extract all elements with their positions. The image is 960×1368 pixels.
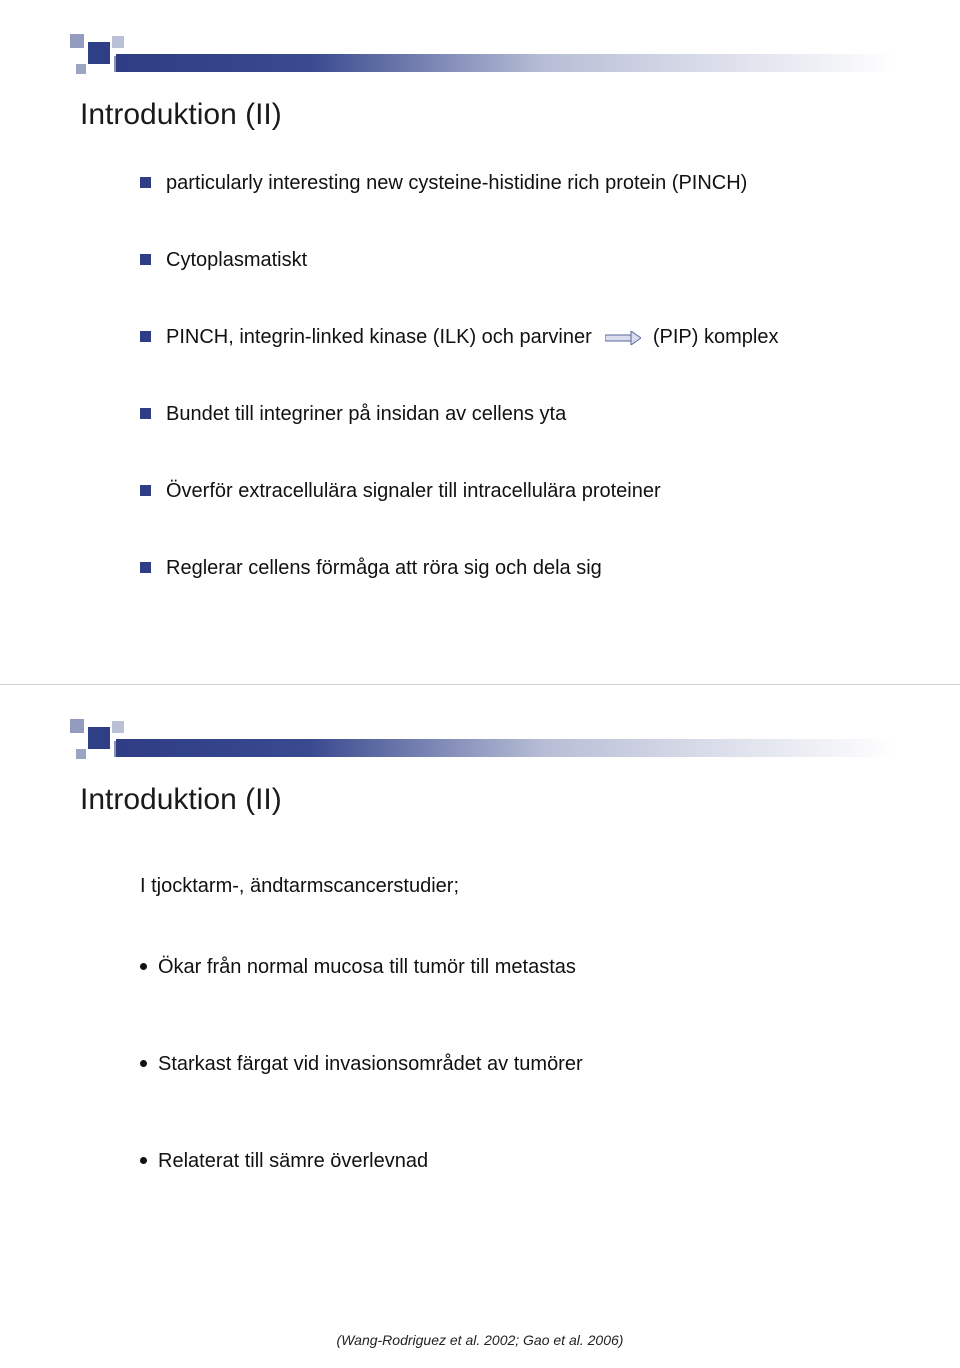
list-item: Cytoplasmatiskt (140, 247, 880, 274)
square-bullet-icon (140, 562, 151, 573)
bullet-text: Reglerar cellens förmåga att röra sig oc… (166, 557, 602, 579)
square-bullet-icon (140, 485, 151, 496)
list-item: Relaterat till sämre överlevnad (140, 1148, 880, 1175)
bullet-list: I tjocktarm-, ändtarmscancerstudier; Öka… (140, 875, 880, 1225)
header-bar (116, 739, 896, 757)
bullet-text: Överför extracellulära signaler till int… (166, 480, 661, 502)
list-item: Ökar från normal mucosa till tumör till … (140, 954, 880, 981)
bullet-text: Starkast färgat vid invasionsområdet av … (158, 1053, 583, 1075)
slide-title: Introduktion (II) (80, 783, 282, 817)
list-item: Bundet till integriner på insidan av cel… (140, 401, 880, 428)
list-item: PINCH, integrin-linked kinase (ILK) och … (140, 324, 880, 351)
list-item: Överför extracellulära signaler till int… (140, 478, 880, 505)
bullet-text: particularly interesting new cysteine-hi… (166, 172, 747, 194)
slide-2: Introduktion (II) I tjocktarm-, ändtarms… (0, 685, 960, 1368)
square-bullet-icon (140, 254, 151, 265)
bullet-text-pre: PINCH, integrin-linked kinase (ILK) och … (166, 326, 592, 348)
square-bullet-icon (140, 177, 151, 188)
bullet-text-post: (PIP) komplex (653, 326, 779, 348)
slide-title: Introduktion (II) (80, 98, 282, 132)
slide-1: Introduktion (II) particularly interesti… (0, 0, 960, 684)
page: Introduktion (II) particularly interesti… (0, 0, 960, 1368)
bullet-text: Relaterat till sämre överlevnad (158, 1150, 428, 1172)
bullet-text: Ökar från normal mucosa till tumör till … (158, 956, 576, 978)
citation-text: (Wang-Rodriguez et al. 2002; Gao et al. … (0, 1332, 960, 1348)
list-item: Starkast färgat vid invasionsområdet av … (140, 1051, 880, 1078)
bullet-list: particularly interesting new cysteine-hi… (140, 170, 880, 632)
bullet-text: Cytoplasmatiskt (166, 249, 307, 271)
dot-bullet-icon (140, 963, 147, 970)
square-bullet-icon (140, 331, 151, 342)
list-item: Reglerar cellens förmåga att röra sig oc… (140, 555, 880, 582)
bullet-text: Bundet till integriner på insidan av cel… (166, 403, 566, 425)
lead-text: I tjocktarm-, ändtarmscancerstudier; (140, 875, 880, 898)
header-bar (116, 54, 896, 72)
list-item: particularly interesting new cysteine-hi… (140, 170, 880, 197)
arrow-right-icon (605, 331, 641, 345)
dot-bullet-icon (140, 1060, 147, 1067)
dot-bullet-icon (140, 1157, 147, 1164)
square-bullet-icon (140, 408, 151, 419)
